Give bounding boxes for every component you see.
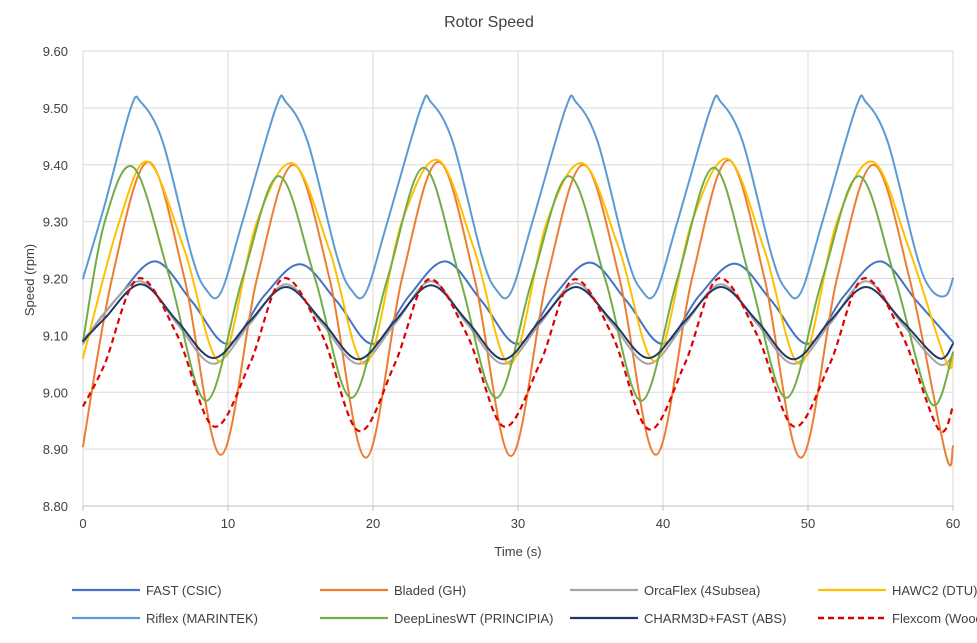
series-lines [82,94,955,467]
x-tick-label: 10 [221,516,235,531]
x-tick-label: 40 [656,516,670,531]
legend-label: OrcaFlex (4Subsea) [644,583,760,598]
y-tick-label: 9.20 [43,272,68,287]
legend-label: DeepLinesWT (PRINCIPIA) [394,611,553,626]
legend-item-flexcom-wood: Flexcom (Wood) [818,611,977,626]
x-tick-label: 0 [79,516,86,531]
series-line-bladed-gh [82,159,954,467]
series-line-flexcom-wood [82,277,955,433]
x-tick-label: 20 [366,516,380,531]
series-line-riflex-marintek [82,94,954,300]
legend-item-fast-csic: FAST (CSIC) [72,583,222,598]
y-axis-title: Speed (rpm) [22,244,37,316]
legend-label: FAST (CSIC) [146,583,222,598]
y-tick-label: 8.90 [43,442,68,457]
legend-label: Flexcom (Wood) [892,611,977,626]
legend-item-deeplineswt-principia: DeepLinesWT (PRINCIPIA) [320,611,553,626]
legend-item-charm3d-fast-abs: CHARM3D+FAST (ABS) [570,611,786,626]
series-line-deeplineswt-principia [82,164,954,407]
x-tick-label: 60 [946,516,960,531]
x-axis-title: Time (s) [494,544,541,559]
series-line-orcaflex-4subsea [82,280,954,366]
legend-item-riflex-marintek: Riflex (MARINTEK) [72,611,258,626]
x-tick-label: 30 [511,516,525,531]
y-tick-label: 9.50 [43,101,68,116]
legend-item-hawc2-dtu: HAWC2 (DTU) [818,583,977,598]
legend-label: Riflex (MARINTEK) [146,611,258,626]
y-tick-label: 9.40 [43,158,68,173]
legend: FAST (CSIC) Bladed (GH) OrcaFlex (4Subsea)… [72,583,977,626]
legend-item-orcaflex-4subsea: OrcaFlex (4Subsea) [570,583,760,598]
series-line-fast-csic [82,260,954,345]
legend-label: CHARM3D+FAST (ABS) [644,611,786,626]
legend-label: Bladed (GH) [394,583,466,598]
chart-title: Rotor Speed [444,14,534,31]
y-tick-label: 9.00 [43,385,68,400]
legend-label: HAWC2 (DTU) [892,583,977,598]
legend-item-bladed-gh: Bladed (GH) [320,583,466,598]
y-tick-label: 8.80 [43,499,68,514]
y-tick-label: 9.30 [43,215,68,230]
y-tick-label: 9.60 [43,44,68,59]
y-tick-label: 9.10 [43,328,68,343]
series-line-charm3d-fast-abs [82,283,954,361]
x-tick-label: 50 [801,516,815,531]
axes: 8.80 8.90 9.00 9.10 9.20 9.30 9.40 9.50 9.60 0 10 2… [43,44,961,531]
